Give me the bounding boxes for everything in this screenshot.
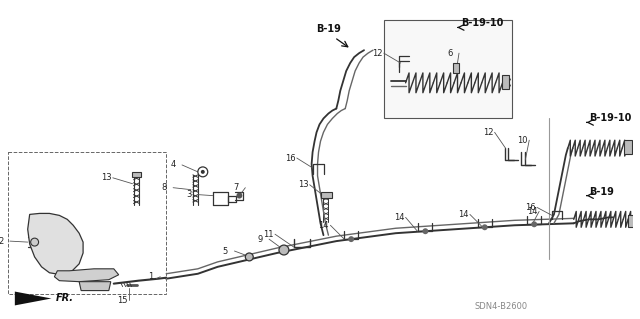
Circle shape [482,224,488,230]
Text: B-19: B-19 [589,187,614,197]
Text: 13: 13 [298,180,308,189]
Polygon shape [28,213,83,275]
Text: 10: 10 [517,136,528,145]
FancyBboxPatch shape [453,63,459,73]
Text: 14: 14 [527,207,538,216]
Text: 5: 5 [223,247,228,256]
Text: 2: 2 [0,237,3,246]
Circle shape [201,170,205,174]
FancyBboxPatch shape [502,75,509,89]
Text: 4: 4 [170,160,175,169]
FancyBboxPatch shape [132,172,141,177]
Text: 15: 15 [116,296,127,305]
Text: 14: 14 [394,213,404,222]
Text: 14: 14 [319,221,329,230]
Text: 3: 3 [186,190,191,199]
Text: B-19-10: B-19-10 [461,19,503,28]
FancyBboxPatch shape [628,215,634,227]
Text: 11: 11 [263,230,274,239]
Text: 7: 7 [234,183,239,192]
Text: FR.: FR. [56,293,74,303]
Text: 12: 12 [372,49,383,58]
Bar [8,152,166,293]
Bar [384,19,513,118]
Circle shape [348,236,354,242]
Text: 12: 12 [483,128,493,137]
Text: 9: 9 [257,235,262,244]
Text: 16: 16 [525,203,536,212]
Polygon shape [54,269,118,282]
Text: 8: 8 [161,183,166,192]
Text: 16: 16 [285,153,296,162]
Circle shape [422,228,428,234]
Text: 13: 13 [101,173,111,182]
Text: B-19: B-19 [317,25,341,34]
Circle shape [31,238,38,246]
Polygon shape [79,282,111,291]
Text: SDN4-B2600: SDN4-B2600 [475,302,528,311]
FancyBboxPatch shape [624,140,632,154]
Polygon shape [15,292,51,305]
Circle shape [531,221,537,227]
FancyBboxPatch shape [321,192,332,197]
Text: B-19-10: B-19-10 [589,114,632,123]
Text: 6: 6 [447,49,452,58]
Text: 14: 14 [458,210,468,219]
Text: 1: 1 [148,272,154,281]
Circle shape [279,245,289,255]
Circle shape [236,193,243,198]
Circle shape [245,253,253,261]
